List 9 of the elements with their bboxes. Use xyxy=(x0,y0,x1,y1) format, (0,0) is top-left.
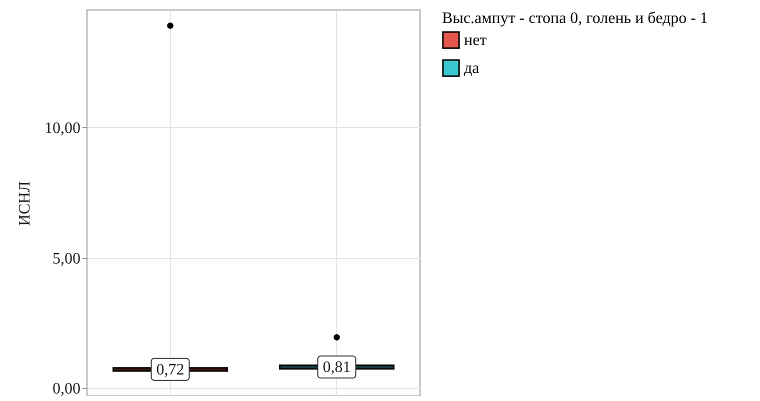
legend-title: Выс.ампут - стопа 0, голень и бедро - 1 xyxy=(442,10,708,27)
y-tick-label: 0,00 xyxy=(52,380,80,398)
y-tick-label: 5,00 xyxy=(52,250,80,268)
legend-label: да xyxy=(464,60,480,77)
y-axis-title: ИСНЛ xyxy=(16,181,34,226)
text: 0,81 xyxy=(322,359,351,376)
text: 0,72 xyxy=(156,361,184,378)
y-tick-label: 10,00 xyxy=(44,120,80,137)
legend-label: нет xyxy=(464,32,487,49)
